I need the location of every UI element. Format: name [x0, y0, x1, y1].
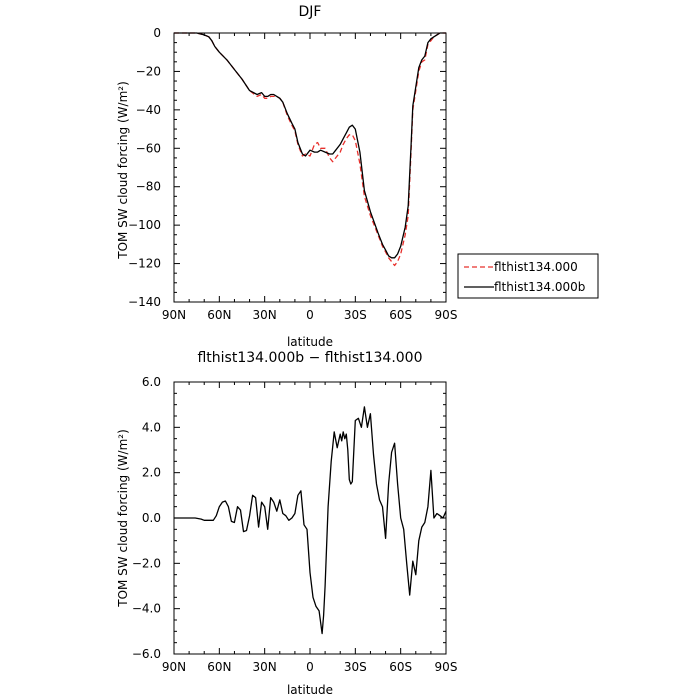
- bottom-y-tick-label-0: 6.0: [142, 375, 161, 389]
- bottom-x-tick-label-5: 60S: [389, 660, 412, 674]
- legend-label-series-2: flthist134.000b: [494, 280, 585, 294]
- legend: flthist134.000 flthist134.000b: [457, 253, 599, 299]
- top-y-tick-label-3: −60: [136, 141, 161, 155]
- top-plot-area: 90N 60N 30N 0 30S 60S 90S 0 −20 −40 −60 −80 −100 −120…: [128, 26, 457, 322]
- top-y-tick-label-7: −140: [128, 295, 161, 309]
- top-chart-title: DJF: [299, 4, 322, 20]
- top-x-tick-label-2: 30N: [253, 308, 277, 322]
- bottom-chart-panel: flthist134.000b − flthist134.000 latitud…: [116, 350, 457, 697]
- bottom-series-line-1: [174, 406, 447, 635]
- bottom-plot-area: 90N 60N 30N 0 30S 60S 90S 6.0 4.0 2.0 0.0 −2.0 −4.0 −…: [132, 375, 458, 674]
- bottom-y-tick-label-5: −4.0: [132, 602, 161, 616]
- top-series-line-1: [174, 32, 446, 267]
- bottom-x-tick-label-4: 30S: [344, 660, 367, 674]
- top-x-tick-label-0: 90N: [162, 308, 186, 322]
- bottom-chart-title: flthist134.000b − flthist134.000: [197, 350, 422, 366]
- top-y-tick-label-5: −100: [128, 218, 161, 232]
- bottom-y-tick-label-3: 0.0: [142, 511, 161, 525]
- bottom-x-tick-label-2: 30N: [253, 660, 277, 674]
- bottom-x-tick-label-6: 90S: [435, 660, 458, 674]
- bottom-y-tick-label-2: 2.0: [142, 466, 161, 480]
- top-plot-frame: [173, 32, 447, 303]
- top-chart-panel: DJF latitude TOM SW cloud forcing (W/m²)…: [116, 4, 599, 349]
- legend-box: [457, 253, 599, 299]
- bottom-y-tick-label-6: −6.0: [132, 647, 161, 661]
- top-x-tick-label-1: 60N: [207, 308, 231, 322]
- bottom-x-tick-label-0: 90N: [162, 660, 186, 674]
- top-y-tick-label-2: −40: [136, 103, 161, 117]
- bottom-y-tick-label-4: −2.0: [132, 556, 161, 570]
- top-y-tick-label-6: −120: [128, 257, 161, 271]
- top-y-tick-label-0: 0: [153, 26, 161, 40]
- bottom-y-axis-label: TOM SW cloud forcing (W/m²): [116, 429, 130, 608]
- top-y-tick-label-4: −80: [136, 180, 161, 194]
- top-x-tick-label-4: 30S: [344, 308, 367, 322]
- bottom-x-tick-label-3: 0: [306, 660, 314, 674]
- top-x-axis-label: latitude: [287, 335, 333, 349]
- top-series-line-2: [174, 32, 446, 259]
- legend-label-series-1: flthist134.000: [494, 260, 578, 274]
- bottom-x-axis-label: latitude: [287, 683, 333, 697]
- top-y-tick-label-1: −20: [136, 64, 161, 78]
- top-x-tick-label-5: 60S: [389, 308, 412, 322]
- bottom-x-tick-label-1: 60N: [207, 660, 231, 674]
- bottom-y-tick-label-1: 4.0: [142, 420, 161, 434]
- top-x-tick-label-6: 90S: [435, 308, 458, 322]
- top-x-tick-label-3: 0: [306, 308, 314, 322]
- top-y-axis-label: TOM SW cloud forcing (W/m²): [116, 81, 130, 260]
